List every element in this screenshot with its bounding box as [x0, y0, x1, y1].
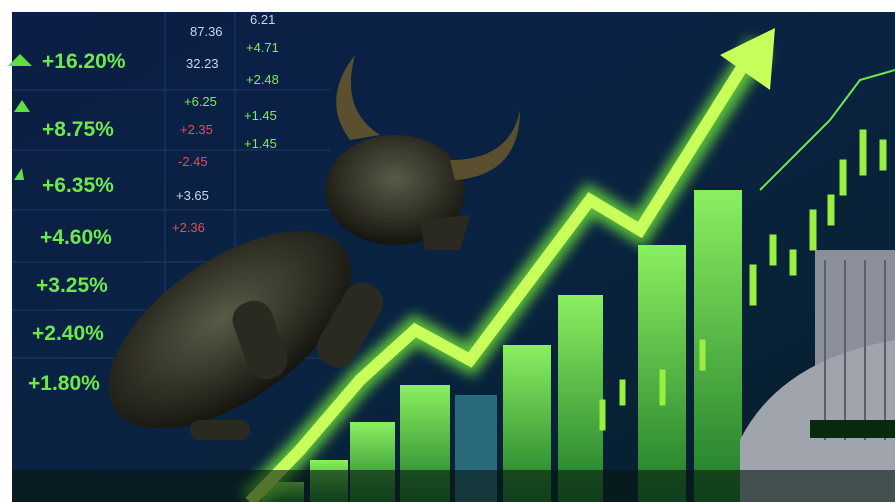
- ticker-value: +2.48: [246, 72, 279, 87]
- ticker-value: 32.23: [186, 56, 219, 71]
- ticker-value: +6.25: [184, 94, 217, 109]
- ticker-value: 87.36: [190, 24, 223, 39]
- ticker-value: 6.21: [250, 12, 275, 27]
- gain: +4.60%: [40, 226, 112, 249]
- scene: +16.20% +8.75% +6.35% +4.60% +3.25% +2.4…: [0, 0, 895, 502]
- ticker-value: +4.71: [246, 40, 279, 55]
- ticker-value: -2.45: [178, 154, 208, 169]
- gain: +3.25%: [36, 274, 108, 297]
- gain: +8.75%: [42, 118, 114, 141]
- ticker-value: +2.36: [172, 220, 205, 235]
- ticker-value: +1.45: [244, 108, 277, 123]
- ticker-value: +2.35: [180, 122, 213, 137]
- gain: +16.20%: [42, 50, 126, 73]
- gain: +1.80%: [28, 372, 100, 395]
- ticker-value: +3.65: [176, 188, 209, 203]
- gain: +2.40%: [32, 322, 104, 345]
- page: +16.20% +8.75% +6.35% +4.60% +3.25% +2.4…: [0, 0, 895, 502]
- gain: +6.35%: [42, 174, 114, 197]
- foreground: [12, 470, 895, 502]
- ticker-value: +1.45: [244, 136, 277, 151]
